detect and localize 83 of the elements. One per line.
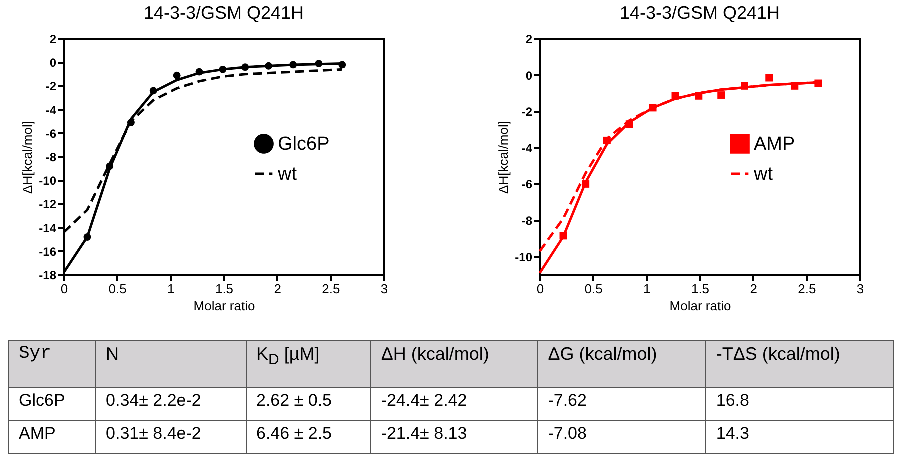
point <box>766 74 774 82</box>
x-tick-label: 3 <box>856 282 864 296</box>
point <box>672 92 680 100</box>
y-tick-label: -18 <box>39 268 57 282</box>
y-tick-label: -2 <box>522 105 533 120</box>
point <box>290 61 298 69</box>
legend-label: wt <box>753 164 774 185</box>
x-tick-label: 1.5 <box>691 282 710 296</box>
x-axis-title: Molar ratio <box>194 298 256 314</box>
text: 2.62 ± 0.5 <box>246 388 371 420</box>
text: Glc6P <box>8 388 96 420</box>
text: ΔH (kcal/mol) <box>370 340 538 388</box>
point <box>741 82 749 90</box>
text: -21.4± 8.13 <box>370 420 538 454</box>
chart-title: 14-3-3/GSM Q241H <box>620 3 780 23</box>
y-axis-title: ΔH[kcal/mol] <box>496 121 512 194</box>
y-tick-label: -10 <box>39 174 57 188</box>
text: 16.8 <box>706 388 894 420</box>
y-tick-label: -8 <box>522 214 533 228</box>
text: -7.62 <box>538 388 706 420</box>
x-tick-label: 0.5 <box>584 282 603 296</box>
text: K$_{D}$ [µM] <box>246 340 371 388</box>
y-tick-label: -12 <box>39 198 57 212</box>
y-tick-label: -2 <box>46 80 57 94</box>
point <box>791 82 799 90</box>
x-tick-label: 0.5 <box>108 282 127 296</box>
x-tick-label: 0 <box>536 282 544 296</box>
x-axis-title: Molar ratio <box>670 298 732 314</box>
text: Syr <box>8 340 96 388</box>
point <box>242 64 250 72</box>
point <box>338 61 346 69</box>
x-tick-label: 2 <box>750 282 758 296</box>
y-tick-label: -4 <box>522 141 533 156</box>
y-tick-label: 2 <box>526 32 533 46</box>
y-axis-title: ΔH[kcal/mol] <box>20 121 36 194</box>
y-tick-label: -8 <box>46 150 57 164</box>
point <box>196 68 204 76</box>
text: -24.4± 2.42 <box>370 388 538 420</box>
point <box>582 180 590 188</box>
text: 14.3 <box>706 420 894 454</box>
point <box>814 80 822 88</box>
y-tick-label: -16 <box>39 244 57 259</box>
point <box>649 104 657 112</box>
text: 6.46 ± 2.5 <box>246 420 371 454</box>
legend-label: AMP <box>754 134 796 155</box>
y-tick-label: -6 <box>46 126 57 141</box>
point <box>603 136 611 144</box>
x-tick-label: 1 <box>168 282 175 296</box>
text: -7.08 <box>538 420 706 454</box>
point <box>626 120 634 128</box>
x-tick-label: 1 <box>644 282 651 296</box>
legend-label: Glc6P <box>278 134 330 155</box>
point <box>219 66 227 74</box>
point <box>695 92 703 100</box>
point <box>84 234 92 241</box>
y-tick-label: -4 <box>46 103 57 118</box>
point <box>150 87 158 95</box>
legend-label: wt <box>277 164 298 185</box>
text: 0.31± 8.4e-2 <box>96 420 246 454</box>
y-tick-label: 0 <box>50 56 57 70</box>
y-tick-label: -6 <box>522 178 533 192</box>
chart-title: 14-3-3/GSM Q241H <box>144 3 304 23</box>
point <box>127 119 135 126</box>
x-tick-label: 1.5 <box>215 282 234 296</box>
text: ΔG (kcal/mol) <box>538 340 706 388</box>
x-tick-label: 2 <box>274 282 282 296</box>
y-tick-label: 2 <box>50 32 57 46</box>
text: N <box>96 340 246 388</box>
text: -TΔS (kcal/mol) <box>706 340 894 388</box>
point <box>106 162 114 170</box>
x-tick-label: 2.5 <box>322 282 340 296</box>
text: 0.34± 2.2e-2 <box>96 388 246 420</box>
text: AMP <box>8 420 96 454</box>
point <box>265 62 273 70</box>
x-tick-label: 0 <box>60 282 68 296</box>
x-tick-label: 3 <box>380 282 388 296</box>
point <box>173 72 181 80</box>
point <box>315 60 323 68</box>
x-tick-label: 2.5 <box>798 282 816 296</box>
y-tick-label: -10 <box>515 250 533 264</box>
point <box>718 92 726 99</box>
y-tick-label: -14 <box>39 221 57 236</box>
y-tick-label: 0 <box>526 68 533 83</box>
